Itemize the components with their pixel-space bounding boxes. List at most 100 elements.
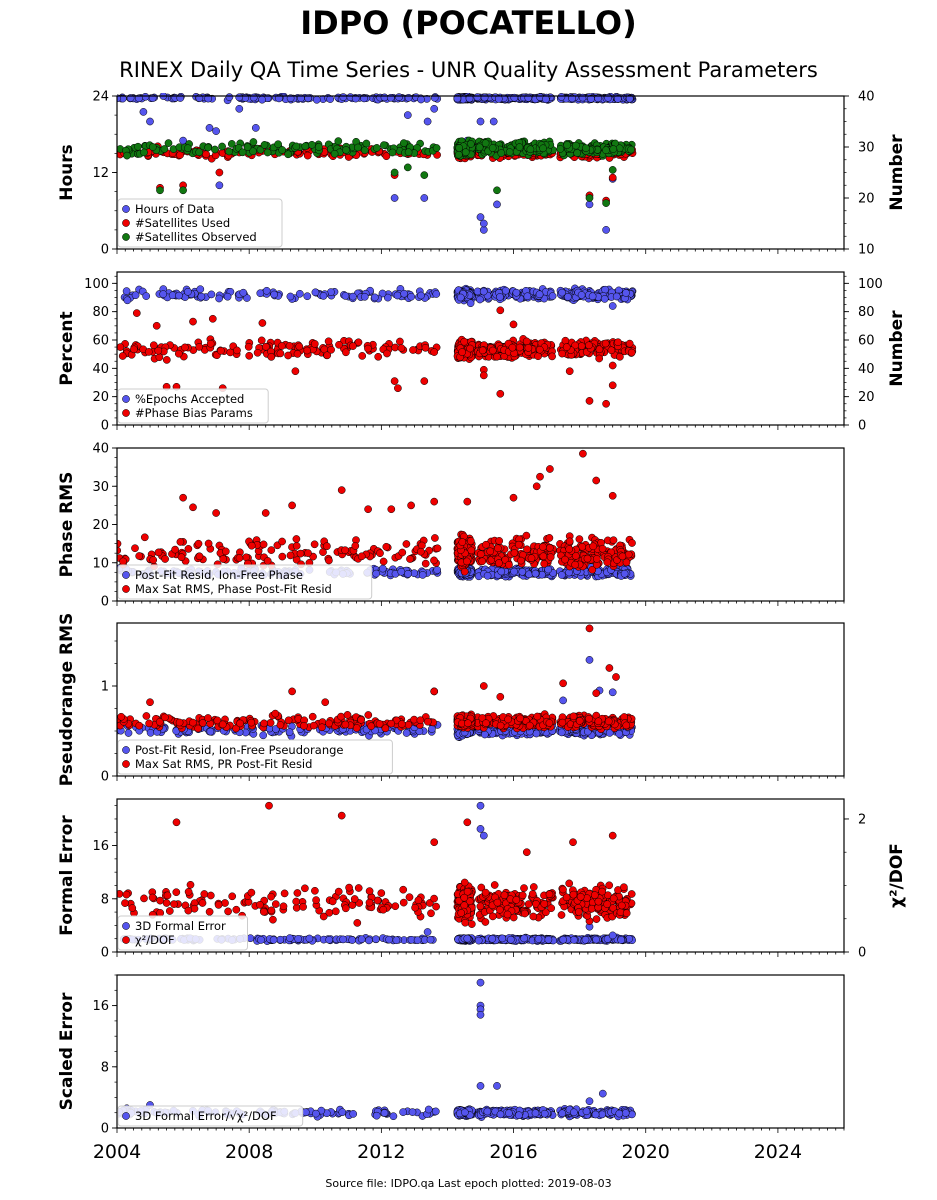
data-point [539, 543, 547, 551]
data-point [535, 345, 544, 354]
data-point [388, 148, 397, 157]
data-point-outlier [261, 509, 270, 517]
data-point [364, 711, 373, 719]
data-point [341, 546, 349, 555]
data-point [512, 288, 521, 297]
data-point-outlier [608, 688, 617, 697]
data-point [342, 348, 350, 357]
data-point [589, 542, 598, 551]
data-point [135, 721, 144, 730]
data-point [286, 551, 295, 560]
data-point [148, 143, 157, 151]
data-point [583, 554, 592, 563]
data-point [557, 728, 566, 737]
data-point [510, 549, 519, 557]
data-point [601, 339, 610, 348]
data-point [295, 289, 304, 298]
data-point [327, 345, 335, 354]
data-point [354, 338, 363, 347]
data-point [404, 569, 412, 578]
data-point [243, 294, 251, 302]
data-point [421, 343, 430, 352]
data-point [284, 150, 292, 159]
data-point-outlier [407, 501, 415, 510]
data-point-outlier [608, 173, 617, 182]
data-point-outlier [476, 213, 485, 221]
data-point [453, 94, 462, 103]
data-point [479, 287, 488, 296]
data-point-outlier [585, 194, 594, 202]
data-point [370, 293, 379, 302]
data-point [517, 556, 525, 565]
data-point [622, 289, 630, 297]
data-point [620, 569, 629, 578]
y-right-tick-label: 40 [858, 362, 875, 377]
data-point [354, 143, 362, 152]
data-point [568, 94, 576, 103]
data-point [218, 142, 226, 151]
panel-4-points [117, 624, 636, 742]
data-point-outlier [585, 200, 594, 209]
data-point [249, 147, 257, 156]
data-point [467, 546, 476, 555]
data-point [117, 343, 125, 351]
legend-label: Max Sat RMS, Phase Post-Fit Resid [135, 582, 332, 596]
data-point [565, 545, 574, 553]
y-tick-label: 30 [92, 480, 109, 495]
data-point [118, 352, 127, 360]
data-point [285, 342, 294, 350]
data-point [534, 352, 542, 361]
data-point [267, 546, 276, 554]
y-tick-label: 0 [101, 595, 109, 610]
data-point [267, 353, 276, 361]
data-point [314, 143, 323, 151]
legend-label: Hours of Data [135, 202, 215, 216]
data-point [575, 535, 584, 543]
data-point [433, 566, 442, 574]
data-point [196, 285, 205, 294]
data-point [349, 342, 357, 350]
data-point [604, 93, 612, 102]
data-point [204, 539, 213, 548]
data-point [564, 293, 572, 301]
data-point [244, 342, 253, 351]
data-point [557, 571, 566, 579]
data-point [276, 721, 285, 729]
legend-box [117, 564, 373, 600]
data-point [235, 554, 244, 562]
data-point [380, 141, 388, 149]
y-axis-label: Percent [57, 311, 77, 385]
data-point [154, 548, 163, 557]
data-point [515, 143, 524, 151]
data-point-outlier [403, 111, 412, 119]
data-point [501, 286, 510, 295]
data-point [417, 291, 425, 300]
data-point [522, 337, 531, 346]
data-point [184, 144, 192, 153]
data-point [545, 534, 554, 542]
data-point [325, 556, 333, 565]
y-right-tick-label: 30 [858, 141, 875, 156]
data-point [238, 148, 247, 157]
data-point [518, 567, 527, 576]
data-point [588, 565, 597, 574]
data-point [486, 547, 495, 556]
legend-marker [122, 409, 130, 417]
data-point [539, 144, 547, 153]
data-point-outlier [394, 384, 402, 393]
data-point [257, 336, 266, 345]
data-point [202, 150, 210, 159]
data-point-outlier [602, 199, 610, 207]
legend-label: #Satellites Used [135, 216, 230, 230]
data-point [247, 541, 256, 550]
data-point [195, 552, 204, 561]
data-point-outlier [189, 317, 197, 326]
data-point [421, 559, 430, 568]
data-point [609, 536, 618, 545]
data-point [324, 337, 333, 346]
data-point [293, 350, 302, 358]
legend-marker [122, 585, 130, 593]
